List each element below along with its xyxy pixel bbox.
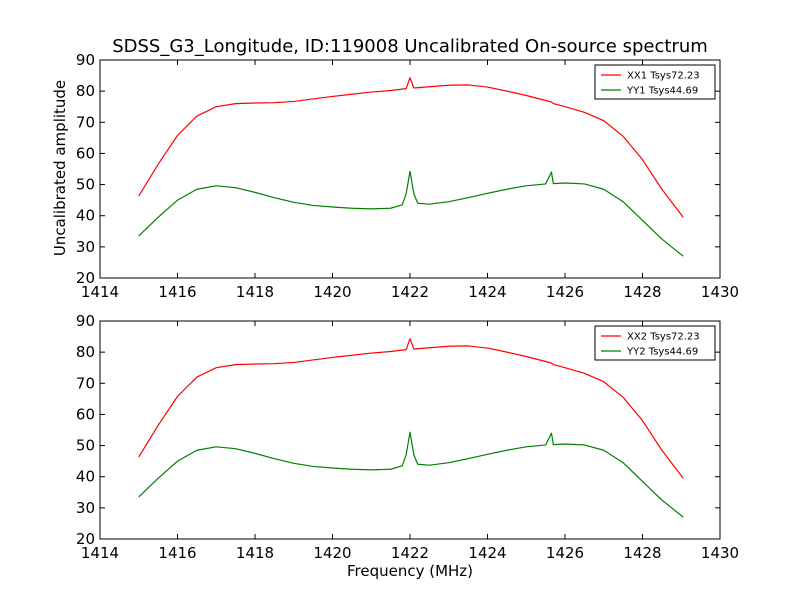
chart-title: SDSS_G3_Longitude, ID:119008 Uncalibrate… (112, 36, 708, 57)
x-tick-label: 1424 (468, 283, 506, 301)
y-tick-label: 30 (76, 499, 95, 517)
y-tick-label: 70 (76, 374, 95, 392)
x-tick-label: 1420 (313, 544, 351, 562)
x-tick-label: 1420 (313, 283, 351, 301)
y-tick-label: 60 (76, 405, 95, 423)
x-tick-label: 1426 (546, 283, 584, 301)
x-axis-label: Frequency (MHz) (347, 562, 473, 580)
x-tick-label: 1414 (81, 544, 119, 562)
plot-area-bottom: 1414 1416 1418 1420 1422 1424 1426 1428 1430 20 30… (76, 312, 739, 562)
y-tick-label: 90 (76, 51, 95, 69)
x-tick-label: 1430 (701, 283, 739, 301)
chart-top: SDSS_G3_Longitude, ID:119008 Uncalibrate… (51, 36, 739, 301)
y-tick-label: 20 (76, 530, 95, 548)
x-tick-label: 1422 (391, 544, 429, 562)
x-tick-label: 1418 (236, 544, 274, 562)
x-tick-label: 1428 (623, 544, 661, 562)
series-line-1 (138, 338, 684, 479)
y-tick-label: 50 (76, 437, 95, 455)
x-tick-label: 1426 (546, 544, 584, 562)
y-tick-label: 20 (76, 269, 95, 287)
legend-box (594, 325, 716, 361)
legend-entry-1: XX2 Tsys72.23 (627, 332, 700, 343)
y-tick-label: 80 (76, 82, 95, 100)
x-tick-label: 1424 (468, 544, 506, 562)
series-line-1 (138, 77, 684, 218)
y-tick-label: 70 (76, 113, 95, 131)
x-tick-label: 1418 (236, 283, 274, 301)
legend-entry-1: XX1 Tsys72.23 (627, 71, 700, 82)
x-tick-label: 1430 (701, 544, 739, 562)
x-tick-label: 1416 (158, 544, 196, 562)
y-tick-label: 30 (76, 238, 95, 256)
y-tick-label: 60 (76, 144, 95, 162)
legend-entry-2: YY1 Tsys44.69 (626, 86, 698, 97)
y-tick-label: 90 (76, 312, 95, 330)
series-line-2 (138, 431, 684, 518)
series-line-2 (138, 170, 684, 257)
y-tick-label: 80 (76, 343, 95, 361)
chart-bottom: Frequency (MHz) 1414 1416 1418 1420 1422 1424… (76, 312, 739, 580)
y-tick-label: 40 (76, 468, 95, 486)
x-tick-label: 1416 (158, 283, 196, 301)
y-tick-label: 40 (76, 207, 95, 225)
x-tick-label: 1422 (391, 283, 429, 301)
legend-box (594, 64, 716, 100)
y-tick-label: 50 (76, 176, 95, 194)
x-tick-label: 1414 (81, 283, 119, 301)
legend-entry-2: YY2 Tsys44.69 (626, 347, 698, 358)
y-axis-label: Uncalibrated amplitude (51, 80, 69, 256)
plot-area-top: 1414 1416 1418 1420 1422 1424 1426 1428 1430 20 30… (76, 51, 739, 301)
x-tick-label: 1428 (623, 283, 661, 301)
